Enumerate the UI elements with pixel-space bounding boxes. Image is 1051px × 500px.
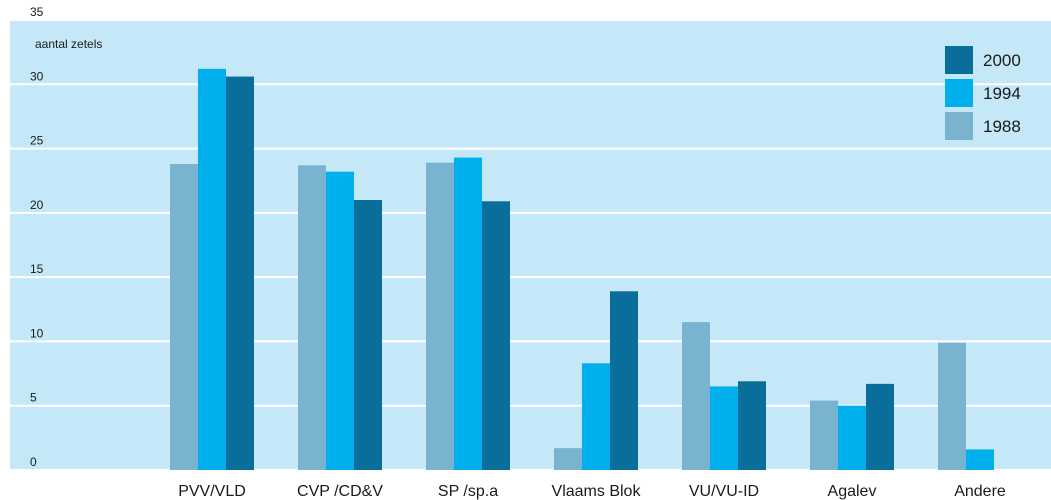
plot-background — [10, 20, 1051, 470]
x-tick-label: SP /sp.a — [438, 483, 498, 500]
y-tick-label: 20 — [30, 198, 44, 212]
y-tick-label: 0 — [30, 455, 37, 469]
y-tick-label: 10 — [30, 326, 44, 340]
legend-label: 1994 — [983, 84, 1021, 103]
bar — [866, 383, 894, 470]
bar — [354, 200, 382, 470]
x-tick-label: PVV/VLD — [178, 483, 246, 500]
bar — [610, 291, 638, 470]
legend-swatch — [945, 46, 973, 74]
x-tick-label: Vlaams Blok — [552, 483, 642, 500]
bar — [682, 322, 710, 470]
bar — [198, 68, 226, 470]
legend-swatch — [945, 79, 973, 107]
bar — [738, 381, 766, 470]
bar — [710, 386, 738, 470]
x-tick-label: Andere — [954, 483, 1006, 500]
legend-label: 1988 — [983, 117, 1021, 136]
x-tick-label: CVP /CD&V — [297, 483, 383, 500]
bar — [554, 448, 582, 470]
x-tick-label: Agalev — [828, 483, 877, 500]
bar — [838, 405, 866, 470]
bar — [170, 164, 198, 470]
bar — [326, 171, 354, 470]
bar — [226, 76, 254, 471]
bar — [482, 201, 510, 471]
bar — [938, 342, 966, 470]
y-tick-label: 35 — [30, 5, 44, 19]
bar — [810, 400, 838, 470]
y-tick-label: 15 — [30, 262, 44, 276]
bar — [966, 449, 994, 470]
bar — [298, 165, 326, 471]
legend-label: 2000 — [983, 51, 1021, 70]
bar — [426, 162, 454, 470]
y-tick-label: 5 — [30, 391, 37, 405]
x-tick-label: VU/VU-ID — [689, 483, 759, 500]
legend-swatch — [945, 112, 973, 140]
y-axis-label: aantal zetels — [35, 37, 102, 51]
y-tick-label: 25 — [30, 134, 44, 148]
bar — [582, 363, 610, 470]
bar — [454, 157, 482, 471]
y-tick-label: 30 — [30, 69, 44, 83]
